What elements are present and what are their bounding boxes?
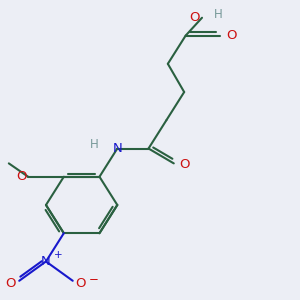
Text: O: O xyxy=(76,277,86,290)
Text: O: O xyxy=(226,29,237,42)
Text: −: − xyxy=(89,273,99,286)
Text: N: N xyxy=(41,255,51,268)
Text: O: O xyxy=(180,158,190,171)
Text: N: N xyxy=(112,142,122,155)
Text: +: + xyxy=(54,250,63,260)
Text: O: O xyxy=(16,170,27,183)
Text: H: H xyxy=(214,8,223,21)
Text: O: O xyxy=(189,11,200,24)
Text: H: H xyxy=(90,138,99,151)
Text: O: O xyxy=(6,277,16,290)
